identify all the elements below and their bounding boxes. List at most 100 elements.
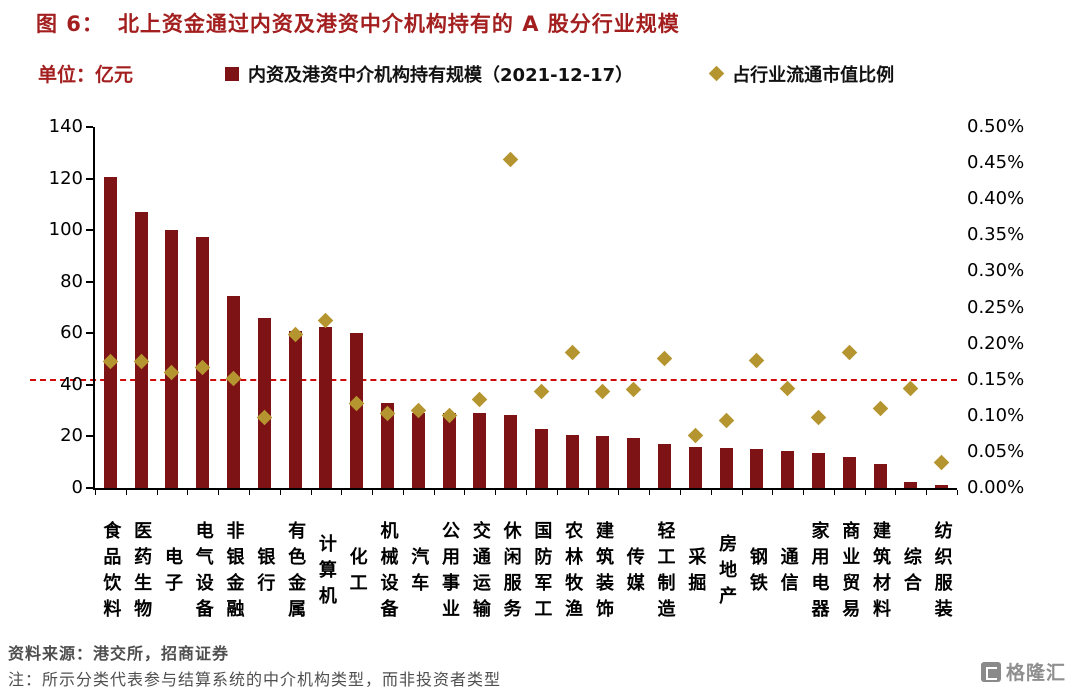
reference-line <box>30 378 957 381</box>
bar <box>473 413 487 488</box>
diamond-marker <box>256 409 273 426</box>
x-axis-tick <box>957 490 958 495</box>
diamond-marker <box>533 383 550 400</box>
y-axis-tick <box>86 487 93 489</box>
y-axis-label: 20 <box>60 425 83 447</box>
x-axis-category-label: 公用事业 <box>439 521 461 625</box>
x-axis-category-label: 农林牧渔 <box>562 521 584 625</box>
x-axis-category-label: 通信 <box>777 547 799 599</box>
bar <box>319 326 333 488</box>
diamond-marker <box>872 400 888 417</box>
diamond-marker <box>194 359 211 376</box>
y-axis-tick <box>86 229 93 232</box>
y-axis-tick <box>86 332 93 335</box>
diamond-marker <box>718 412 734 428</box>
bar <box>781 450 795 488</box>
x-axis-category-label: 轻工制造 <box>654 521 676 625</box>
x-axis-category-label: 家用电器 <box>808 521 830 625</box>
diamond-marker <box>164 364 180 381</box>
y2-axis-label: 0.45% <box>967 152 1025 174</box>
bar <box>873 463 887 488</box>
x-axis-tick <box>803 490 805 495</box>
y2-axis-label: 0.35% <box>967 224 1025 246</box>
figure-number: 图 6： <box>36 12 104 36</box>
bar <box>165 230 179 488</box>
x-axis-tick <box>679 490 681 495</box>
y2-axis-label: 0.10% <box>967 404 1025 426</box>
x-axis-tick <box>895 490 897 495</box>
bar <box>658 444 672 488</box>
bar <box>935 485 949 488</box>
diamond-marker <box>933 454 950 471</box>
x-axis-tick <box>526 490 527 495</box>
x-axis-tick <box>156 490 158 495</box>
legend-item-holdings: 内资及港资中介机构持有规模（2021-12-17） <box>225 61 633 87</box>
bar <box>596 436 610 488</box>
diamond-marker <box>595 384 611 400</box>
bar <box>504 414 518 488</box>
x-axis-tick <box>310 490 312 495</box>
x-axis-tick <box>248 490 250 495</box>
x-axis-category-label: 机械设备 <box>377 521 399 625</box>
bar <box>534 428 548 488</box>
x-axis-category-label: 休闲服务 <box>500 521 522 625</box>
x-axis-tick <box>649 490 651 495</box>
x-axis-tick <box>772 490 774 495</box>
y-axis-tick <box>86 126 93 128</box>
figure-header: 图 6： 北上资金通过内资及港资中介机构持有的 A 股分行业规模 <box>36 8 680 38</box>
diamond-marker <box>133 353 149 370</box>
y-axis-label: 80 <box>60 270 83 292</box>
source-line: 资料来源：港交所，招商证券 <box>8 644 230 663</box>
diamond-marker <box>749 353 765 369</box>
diamond-marker <box>903 380 919 397</box>
diamond-marker <box>348 395 365 412</box>
y-axis-tick <box>86 383 93 386</box>
x-axis-line <box>93 488 957 490</box>
x-axis-category-label: 有色金属 <box>285 521 307 625</box>
x-axis-tick <box>279 490 281 495</box>
bar <box>288 330 302 488</box>
y2-axis-label: 0.40% <box>967 188 1025 210</box>
gelonghui-logo: 格隆汇 <box>980 658 1066 685</box>
diamond-marker <box>472 391 488 407</box>
note-line: 注：所示分类代表参与结算系统的中介机构类型，而非投资者类型 <box>8 670 502 687</box>
x-axis-category-label: 计算机 <box>315 534 337 612</box>
x-axis-category-label: 建筑材料 <box>870 521 892 625</box>
y-axis-label: 140 <box>48 116 83 137</box>
bar <box>565 435 579 488</box>
legend-label-holdings: 内资及港资中介机构持有规模（2021-12-17） <box>248 64 634 86</box>
x-axis-tick <box>187 490 189 495</box>
diamond-marker <box>441 407 457 423</box>
diamond-marker <box>687 427 704 444</box>
unit-label: 单位：亿元 <box>38 64 134 86</box>
y2-axis-label: 0.20% <box>967 332 1025 354</box>
figure-title: 北上资金通过内资及港资中介机构持有的 A 股分行业规模 <box>117 12 680 36</box>
x-axis-category-label: 钢铁 <box>746 547 768 599</box>
y-axis-tick <box>86 280 93 283</box>
diamond-marker <box>656 350 673 367</box>
x-axis-tick <box>710 490 712 495</box>
diamond-marker <box>564 344 580 361</box>
x-axis-category-label: 综合 <box>900 547 922 599</box>
diamond-marker <box>779 380 796 397</box>
bar <box>904 481 918 488</box>
x-axis-category-label: 传媒 <box>623 547 645 599</box>
gelonghui-logo-icon <box>980 661 1001 682</box>
bar <box>688 446 702 488</box>
bar <box>257 317 271 488</box>
x-axis-tick <box>495 490 497 495</box>
y2-axis-label: 0.50% <box>967 116 1025 137</box>
x-axis-tick <box>372 490 374 495</box>
y2-axis-label: 0.30% <box>967 260 1025 282</box>
bar <box>134 212 148 488</box>
y-axis-tick <box>86 177 93 180</box>
x-axis-tick <box>618 490 620 495</box>
y-axis-tick <box>86 435 93 438</box>
legend-label-ratio: 占行业流通市值比例 <box>732 64 895 86</box>
diamond-marker <box>287 326 303 342</box>
x-axis-tick <box>741 490 743 495</box>
x-axis-tick <box>433 490 435 495</box>
x-axis-tick <box>926 490 928 495</box>
y-axis-label: 60 <box>60 322 83 344</box>
x-axis-category-label: 交通运输 <box>469 521 491 625</box>
